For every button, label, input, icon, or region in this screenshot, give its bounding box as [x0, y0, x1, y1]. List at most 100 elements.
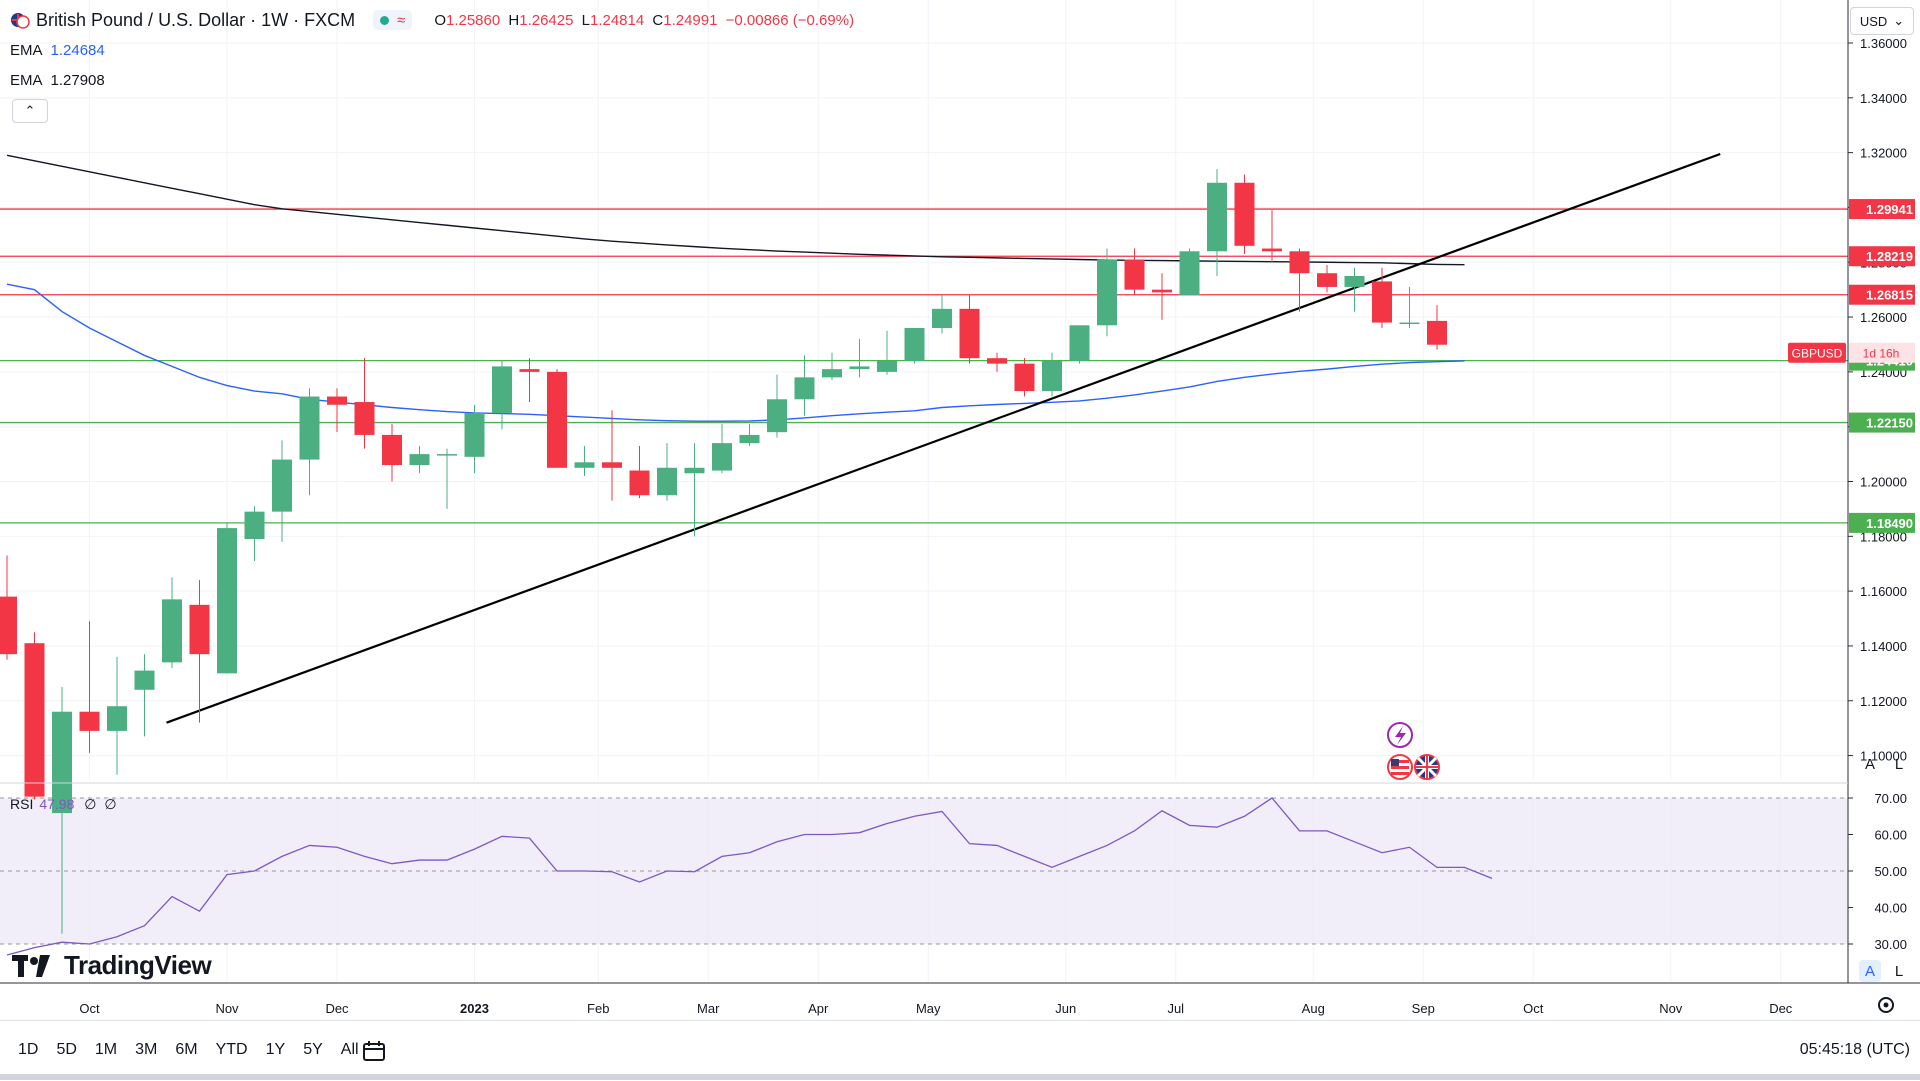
candle-body: [52, 711, 72, 814]
ema-fast-legend[interactable]: EMA 1.24684: [10, 42, 105, 59]
range-button-5y[interactable]: 5Y: [303, 1041, 323, 1058]
status-pill[interactable]: ≈: [373, 10, 413, 30]
level-label-bg: [1849, 199, 1915, 220]
price-tick-label: 1.36000: [1860, 36, 1907, 51]
range-button-1y[interactable]: 1Y: [265, 1041, 286, 1058]
candle-body: [767, 399, 787, 433]
rsi-value: 47.98: [39, 796, 75, 812]
candle-body: [1042, 360, 1062, 392]
rsi-extra-2: ∅: [104, 796, 117, 812]
ema-fast-value: 1.24684: [50, 42, 105, 59]
level-label-bg: [1849, 246, 1915, 267]
candle-body: [354, 402, 375, 435]
collapse-legend-button[interactable]: ⌃: [12, 99, 48, 123]
chart-header: British Pound / U.S. Dollar · 1W · FXCM …: [10, 9, 858, 31]
candle-body: [629, 470, 650, 496]
candle-body: [519, 369, 540, 372]
rsi-log-scale-button[interactable]: L: [1894, 962, 1904, 980]
ema-slow-line: [6, 154, 1465, 266]
rsi-legend[interactable]: RSI 47.98 ∅ ∅: [10, 796, 117, 812]
time-tick-label: Aug: [1302, 1001, 1325, 1016]
candle-body: [0, 596, 17, 655]
candle-body: [794, 377, 815, 400]
rsi-tick-label: 60.00: [1874, 828, 1907, 843]
range-buttons: 1D 5D 1M 3M 6M YTD 1Y 5Y All: [18, 1041, 377, 1059]
gear-icon[interactable]: [1875, 994, 1897, 1016]
candles-series: [0, 169, 1447, 934]
ohlc-values: O1.25860 H1.26425 L1.24814 C1.24991 −0.0…: [434, 11, 855, 29]
candle-body: [134, 670, 155, 690]
candle-body: [849, 366, 870, 370]
price-tick-label: 1.26000: [1860, 310, 1907, 325]
candle-body: [79, 711, 100, 731]
range-button-1d[interactable]: 1D: [18, 1041, 39, 1058]
countdown-tag-bg: [1849, 342, 1915, 363]
candle-body: [272, 459, 292, 512]
candle-body: [437, 454, 457, 456]
chevron-up-icon: ⌃: [24, 103, 36, 118]
candle-body: [382, 434, 402, 466]
grid-lines: [0, 0, 1848, 983]
range-button-5d[interactable]: 5D: [56, 1041, 77, 1058]
candle-body: [1399, 322, 1420, 325]
candle-body: [987, 358, 1007, 364]
support-trendline: [166, 152, 1721, 724]
candle-body: [1097, 259, 1117, 326]
price-tick-label: 1.20000: [1860, 475, 1907, 490]
candle-body: [409, 454, 430, 466]
candle-body: [217, 528, 237, 674]
level-label: 1.29941: [1866, 202, 1913, 217]
range-button-3m[interactable]: 3M: [135, 1041, 158, 1058]
candle-body: [1069, 325, 1090, 361]
low-value: 1.24814: [589, 11, 645, 29]
rsi-tick-label: 50.00: [1874, 864, 1907, 879]
time-tick-label: Jun: [1055, 1001, 1076, 1016]
currency-button[interactable]: USD ⌄: [1850, 7, 1914, 35]
log-scale-button[interactable]: L: [1894, 755, 1904, 773]
price-tick-label: 1.16000: [1860, 584, 1907, 599]
candle-body: [24, 643, 45, 797]
utc-clock[interactable]: 05:45:18 (UTC): [1799, 1041, 1910, 1058]
candle-body: [739, 434, 760, 444]
time-tick-label: Dec: [325, 1001, 349, 1016]
range-button-1m[interactable]: 1M: [94, 1041, 118, 1058]
candle-body: [602, 462, 622, 468]
range-button-ytd[interactable]: YTD: [215, 1041, 248, 1058]
candle-body: [464, 412, 485, 457]
chart-canvas[interactable]: 1.360001.340001.320001.300001.280001.260…: [0, 0, 1920, 1020]
uk-flag-icon[interactable]: [1414, 754, 1440, 780]
time-tick-label: Mar: [697, 1001, 720, 1016]
axes: 1.360001.340001.320001.300001.280001.260…: [0, 0, 1920, 1016]
candle-body: [107, 706, 127, 731]
candle-body: [299, 396, 320, 460]
candle-body: [822, 369, 842, 378]
ema-slow-legend[interactable]: EMA 1.27908: [10, 72, 105, 89]
tradingview-logo[interactable]: TradingView: [12, 950, 212, 981]
range-button-all[interactable]: All: [340, 1041, 359, 1058]
candle-body: [1124, 259, 1145, 290]
candle-body: [959, 308, 980, 359]
time-tick-label: Oct: [1523, 1001, 1544, 1016]
level-label-bg: [1849, 284, 1915, 305]
candle-body: [712, 443, 732, 471]
symbol-tag: GBPUSD: [1792, 347, 1843, 361]
range-button-6m[interactable]: 6M: [175, 1041, 198, 1058]
lightning-glyph-icon: [1395, 726, 1406, 745]
change-value: −0.00866 (−0.69%): [725, 11, 855, 29]
candle-body: [932, 308, 952, 329]
auto-scale-button[interactable]: A: [1864, 755, 1875, 773]
price-tick-label: 1.12000: [1860, 694, 1907, 709]
rsi-tick-label: 30.00: [1874, 937, 1907, 952]
scrollbar[interactable]: [0, 1074, 1920, 1080]
candle-body: [1152, 289, 1172, 293]
ema-fast-line: [6, 283, 1465, 422]
rsi-series: [6, 797, 1493, 956]
candle-body: [244, 511, 265, 540]
symbol-title[interactable]: British Pound / U.S. Dollar · 1W · FXCM: [36, 9, 356, 30]
candle-body: [1427, 320, 1447, 345]
us-flag-icon[interactable]: [1387, 754, 1413, 780]
candle-body: [1207, 182, 1227, 252]
rsi-auto-scale-button[interactable]: A: [1859, 960, 1881, 982]
calendar-icon[interactable]: [362, 1039, 386, 1063]
symbol-tag-bg: [1788, 342, 1846, 363]
